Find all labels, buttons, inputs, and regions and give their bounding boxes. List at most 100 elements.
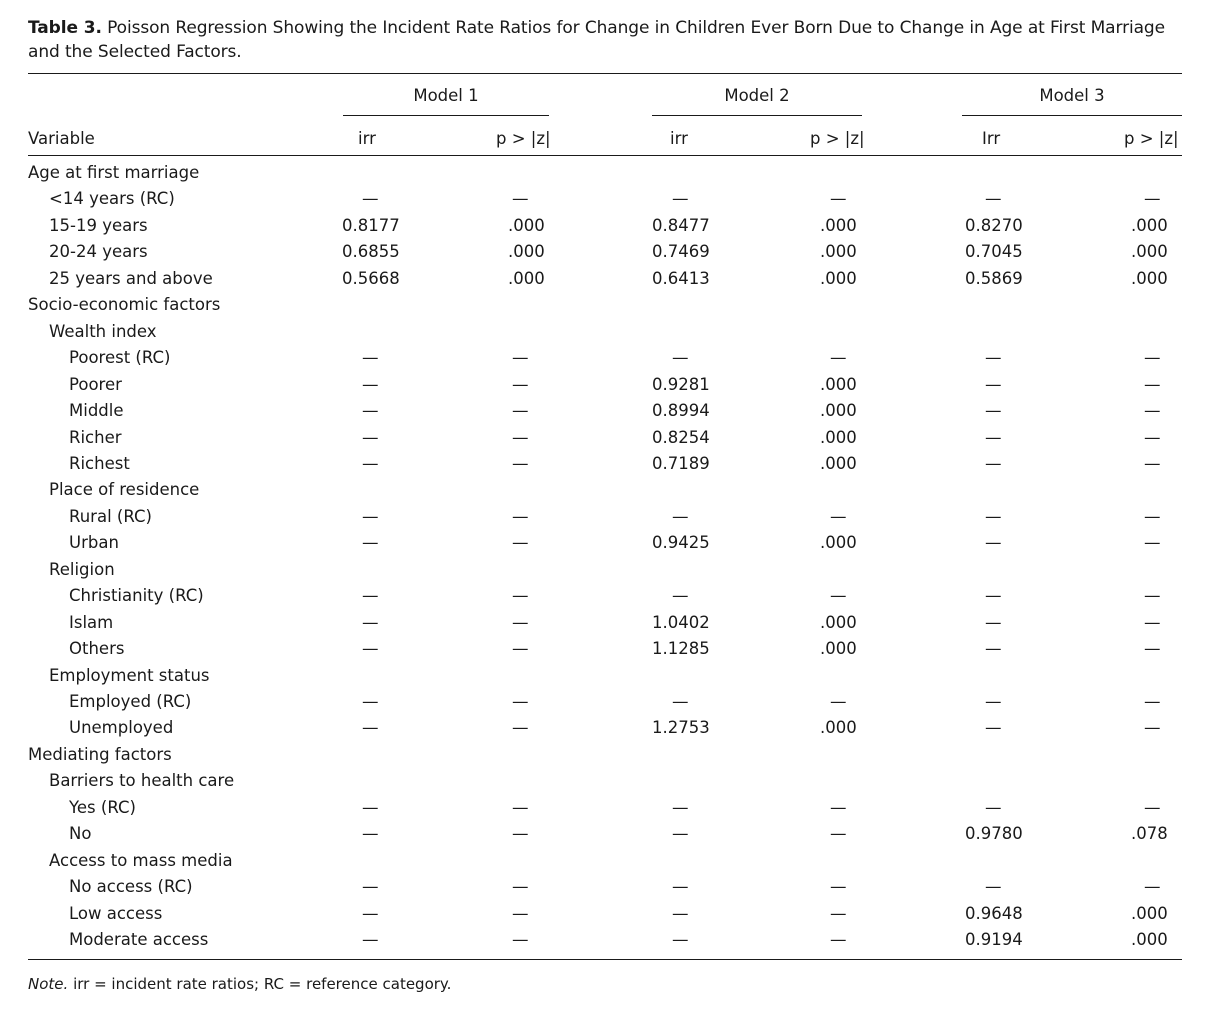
table-cell: — [1144, 612, 1161, 632]
column-header-m2-p: p > |z| [810, 129, 865, 148]
row-label: Religion [49, 559, 115, 579]
table-cell: — [985, 533, 1002, 553]
table-cell: — [1144, 718, 1161, 738]
table-cell: 1.1285 [652, 639, 710, 659]
bottom-rule [28, 959, 1182, 960]
table-cell: .000 [820, 612, 857, 632]
table-cell: — [672, 877, 689, 897]
row-label: 15-19 years [49, 215, 148, 235]
row-label: No [69, 824, 92, 844]
table-cell: — [985, 639, 1002, 659]
table-cell: — [512, 348, 529, 368]
table-cell: — [512, 797, 529, 817]
header-rule [28, 155, 1182, 156]
table-cell: — [362, 506, 379, 526]
table-cell: — [1144, 877, 1161, 897]
table-cell: — [512, 427, 529, 447]
table-cell: 0.5869 [965, 268, 1023, 288]
table-cell: — [512, 903, 529, 923]
table-cell: — [1144, 506, 1161, 526]
table-cell: .000 [820, 453, 857, 473]
model-1-underline [343, 115, 549, 116]
table-cell: .000 [1131, 268, 1168, 288]
table-cell: — [512, 639, 529, 659]
table-cell: — [830, 930, 847, 950]
table-cell: — [1144, 427, 1161, 447]
table-cell: 0.8254 [652, 427, 710, 447]
model-2-header: Model 2 [724, 86, 790, 105]
table-cell: .000 [820, 427, 857, 447]
table-cell: — [1144, 692, 1161, 711]
table-cell: — [362, 692, 379, 711]
table-cell: — [1144, 586, 1161, 606]
table-cell: — [672, 189, 689, 209]
table-cell: — [362, 824, 379, 844]
row-label: Socio-economic factors [28, 295, 221, 315]
row-label: Wealth index [49, 321, 157, 341]
table-note: Note. irr = incident rate ratios; RC = r… [28, 974, 451, 994]
table-cell: — [362, 718, 379, 738]
row-label: 20-24 years [49, 242, 148, 262]
table-caption-label: Table 3. [28, 18, 102, 38]
row-label: Christianity (RC) [69, 586, 204, 606]
table-cell: 1.0402 [652, 612, 710, 632]
row-label: Access to mass media [49, 850, 233, 870]
table-cell: — [830, 348, 847, 368]
table-cell: — [830, 586, 847, 606]
table-cell: — [512, 612, 529, 632]
table-cell: — [830, 692, 847, 711]
table-cell: — [985, 877, 1002, 897]
table-cell: 0.7189 [652, 453, 710, 473]
table-cell: — [512, 506, 529, 526]
table-cell: .000 [1131, 930, 1168, 950]
table-cell: .000 [820, 533, 857, 553]
table-cell: — [672, 348, 689, 368]
table-cell: 0.7045 [965, 242, 1023, 262]
table-cell: — [1144, 797, 1161, 817]
row-label: Poorer [69, 374, 122, 394]
table-cell: .000 [1131, 242, 1168, 262]
table-cell: .078 [1131, 824, 1168, 844]
table-caption-text: Poisson Regression Showing the Incident … [28, 18, 1165, 62]
table-cell: 0.9780 [965, 824, 1023, 844]
row-label: Place of residence [49, 480, 200, 500]
table-cell: .000 [820, 215, 857, 235]
row-label: Age at first marriage [28, 163, 200, 182]
table-cell: — [985, 189, 1002, 209]
table-cell: — [1144, 374, 1161, 394]
table-cell: — [985, 692, 1002, 711]
table-cell: — [672, 824, 689, 844]
table-cell: 0.8270 [965, 215, 1023, 235]
table-cell: — [512, 877, 529, 897]
row-label: Richer [69, 427, 122, 447]
column-header-m1-irr: irr [358, 129, 376, 148]
table-cell: — [512, 533, 529, 553]
table-cell: — [512, 718, 529, 738]
table-cell: — [362, 348, 379, 368]
table-cell: 0.6855 [342, 242, 400, 262]
table-cell: .000 [820, 718, 857, 738]
table-cell: — [985, 797, 1002, 817]
table-cell: — [362, 533, 379, 553]
table-cell: — [512, 930, 529, 950]
table-cell: — [985, 348, 1002, 368]
table-cell: .000 [508, 242, 545, 262]
table-cell: — [1144, 533, 1161, 553]
table-cell: 0.9194 [965, 930, 1023, 950]
table-cell: — [512, 453, 529, 473]
row-label: Rural (RC) [69, 506, 152, 526]
row-label: Employment status [49, 665, 210, 685]
table-cell: — [985, 506, 1002, 526]
table-cell: — [512, 374, 529, 394]
table-cell: — [362, 797, 379, 817]
column-header-m3-p: p > |z| [1124, 129, 1179, 148]
table-cell: — [672, 586, 689, 606]
table-cell: .000 [508, 268, 545, 288]
row-label: <14 years (RC) [49, 189, 175, 209]
column-header-m2-irr: irr [670, 129, 688, 148]
table-cell: — [362, 586, 379, 606]
table-cell: — [985, 586, 1002, 606]
table-cell: — [1144, 453, 1161, 473]
table-cell: — [830, 797, 847, 817]
table-cell: 1.2753 [652, 718, 710, 738]
